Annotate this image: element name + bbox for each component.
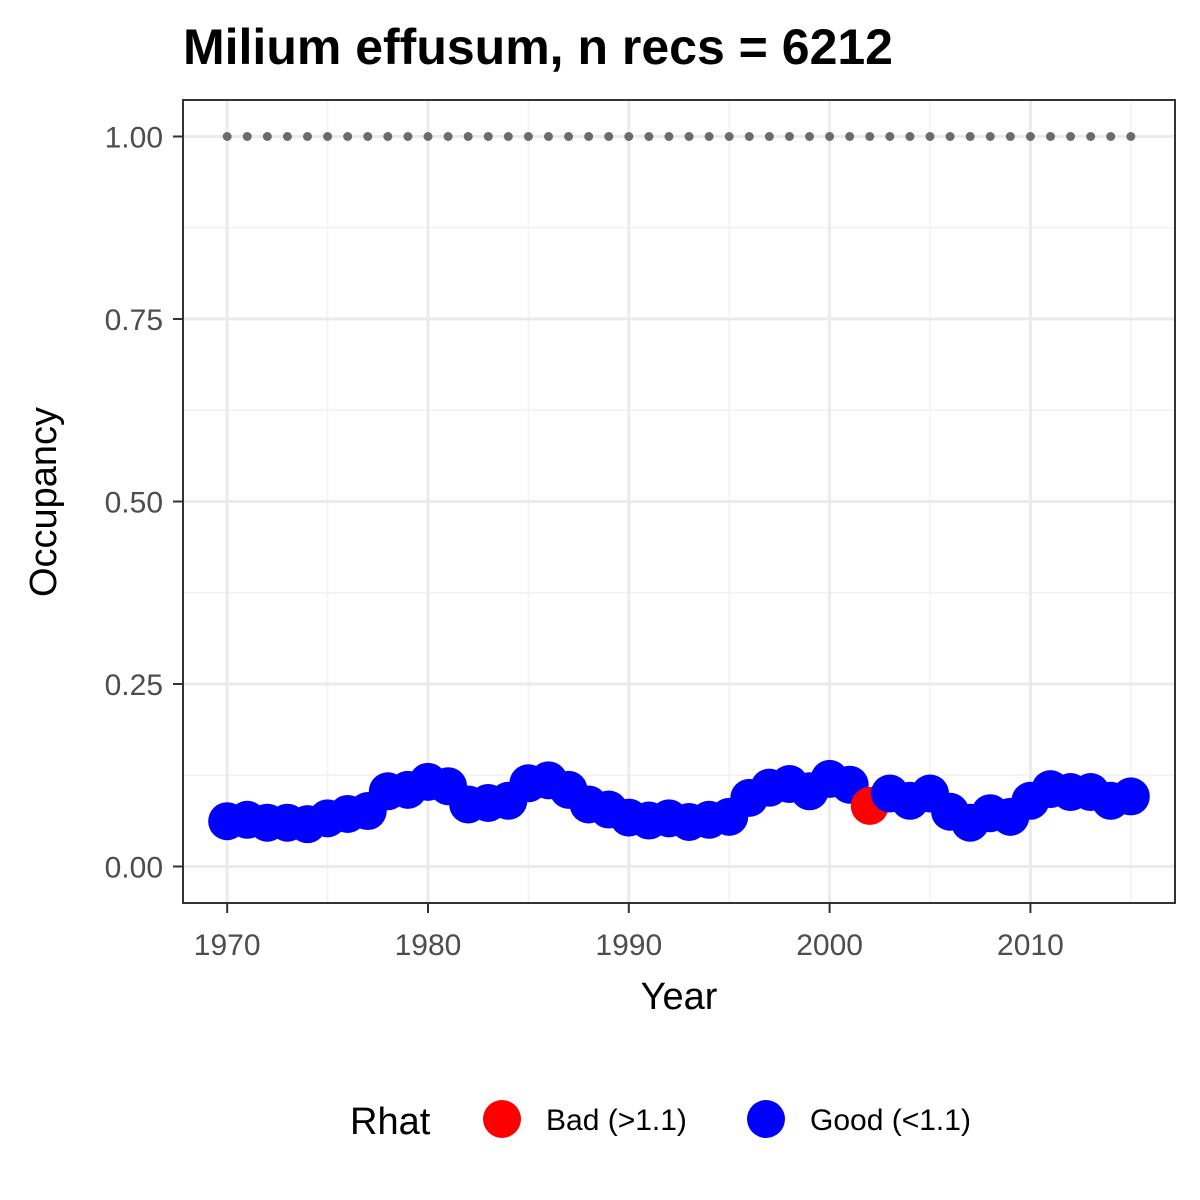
reference-line-dot: [222, 132, 232, 141]
y-axis-title: Occupancy: [23, 407, 65, 597]
reference-line-dot: [1025, 132, 1035, 141]
reference-line-dot: [764, 132, 774, 141]
reference-line-dot: [363, 132, 373, 141]
y-tick-label: 0.00: [105, 852, 163, 885]
x-tick-label: 1970: [194, 929, 261, 962]
reference-line-dot: [403, 132, 413, 141]
reference-line-dot: [523, 132, 533, 141]
y-tick-label: 0.50: [105, 487, 163, 520]
reference-line-dot: [564, 132, 574, 141]
reference-line-dot: [463, 132, 473, 141]
reference-line-dot: [423, 132, 433, 141]
reference-line-dot: [262, 132, 272, 141]
y-axis: 0.00 0.25 0.50 0.75 1.00: [105, 122, 183, 885]
reference-line-dot: [1005, 132, 1015, 141]
y-tick-label: 1.00: [105, 122, 163, 155]
reference-line-dot: [443, 132, 453, 141]
x-tick-label: 1990: [595, 929, 662, 962]
reference-line-dot: [945, 132, 955, 141]
reference-line-dot: [1126, 132, 1136, 141]
reference-line-dot: [323, 132, 333, 141]
reference-line-dot: [503, 132, 513, 141]
reference-line-dot: [604, 132, 614, 141]
reference-line-dot: [724, 132, 734, 141]
reference-line-dot: [744, 132, 754, 141]
data-point-good: [1111, 777, 1150, 816]
reference-line-dot: [925, 132, 935, 141]
reference-line-dot: [965, 132, 975, 141]
reference-line-dot: [865, 132, 875, 141]
reference-line-dot: [242, 132, 252, 141]
x-tick-label: 1980: [395, 929, 462, 962]
reference-line-dot: [1066, 132, 1076, 141]
x-axis: 1970 1980 1990 2000 2010: [194, 903, 1064, 962]
data-points-layer: [208, 759, 1150, 844]
legend: Rhat Bad (>1.1) Good (<1.1): [350, 1100, 971, 1143]
reference-line-dot: [584, 132, 594, 141]
reference-line-dot: [483, 132, 493, 141]
reference-line-dot: [1106, 132, 1116, 141]
y-tick-label: 0.25: [105, 669, 163, 702]
reference-line-dot: [624, 132, 634, 141]
legend-label-good: Good (<1.1): [810, 1104, 971, 1137]
reference-line-dot: [704, 132, 714, 141]
reference-line-dot: [543, 132, 553, 141]
x-tick-label: 2000: [796, 929, 863, 962]
reference-line-dot: [985, 132, 995, 141]
reference-line-layer: [222, 132, 1136, 141]
reference-line-dot: [845, 132, 855, 141]
reference-line-dot: [343, 132, 353, 141]
reference-line-dot: [644, 132, 654, 141]
reference-line-dot: [664, 132, 674, 141]
reference-line-dot: [825, 132, 835, 141]
x-axis-title: Year: [641, 976, 718, 1018]
reference-line-dot: [383, 132, 393, 141]
reference-line-dot: [805, 132, 815, 141]
y-tick-label: 0.75: [105, 304, 163, 337]
legend-key-good: [747, 1100, 785, 1138]
reference-line-dot: [905, 132, 915, 141]
reference-line-dot: [885, 132, 895, 141]
reference-line-dot: [784, 132, 794, 141]
reference-line-dot: [282, 132, 292, 141]
legend-label-bad: Bad (>1.1): [546, 1104, 687, 1137]
reference-line-dot: [1045, 132, 1055, 141]
x-tick-label: 2010: [997, 929, 1064, 962]
legend-key-bad: [483, 1100, 521, 1138]
reference-line-dot: [1086, 132, 1096, 141]
reference-line-dot: [303, 132, 313, 141]
chart-title: Milium effusum, n recs = 6212: [183, 19, 893, 75]
legend-title: Rhat: [350, 1101, 431, 1143]
reference-line-dot: [684, 132, 694, 141]
